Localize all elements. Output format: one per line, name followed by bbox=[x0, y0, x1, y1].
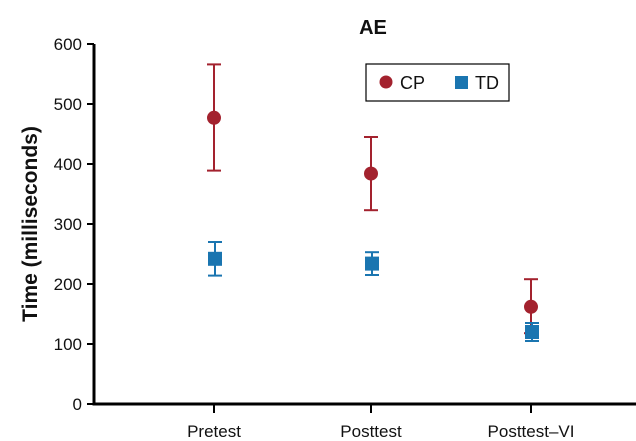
y-tick-label: 400 bbox=[54, 155, 82, 174]
legend: CP TD bbox=[365, 63, 510, 102]
x-ticks: Pretest Posttest Posttest–VI bbox=[187, 404, 574, 441]
series-cp bbox=[207, 63, 538, 335]
x-tick-label: Pretest bbox=[187, 422, 241, 441]
legend-label-cp: CP bbox=[400, 73, 425, 93]
data-point-cp bbox=[207, 110, 221, 125]
y-tick-label: 100 bbox=[54, 335, 82, 354]
chart-title: AE bbox=[359, 17, 387, 39]
data-point-td bbox=[525, 325, 539, 339]
legend-label-td: TD bbox=[475, 73, 499, 93]
y-axis-title: Time (milliseconds) bbox=[19, 126, 42, 322]
legend-marker-cp bbox=[379, 75, 393, 89]
y-tick-label: 200 bbox=[54, 275, 82, 294]
y-tick-label: 600 bbox=[54, 35, 82, 54]
data-point-cp bbox=[524, 299, 538, 314]
x-tick-label: Posttest bbox=[340, 422, 402, 441]
series-layer bbox=[207, 63, 539, 342]
y-tick-label: 500 bbox=[54, 95, 82, 114]
series-td bbox=[208, 241, 539, 342]
y-tick-label: 300 bbox=[54, 215, 82, 234]
data-point-cp bbox=[364, 166, 378, 181]
data-point-td bbox=[208, 251, 222, 266]
y-ticks: 0 100 200 300 400 500 600 bbox=[54, 35, 94, 414]
plot-area: 0 100 200 300 400 500 600 Pretest Posttest Postt… bbox=[54, 35, 636, 441]
y-tick-label: 0 bbox=[73, 395, 82, 414]
data-point-td bbox=[365, 256, 379, 271]
x-tick-label: Posttest–VI bbox=[488, 422, 575, 441]
legend-marker-td bbox=[455, 76, 468, 89]
